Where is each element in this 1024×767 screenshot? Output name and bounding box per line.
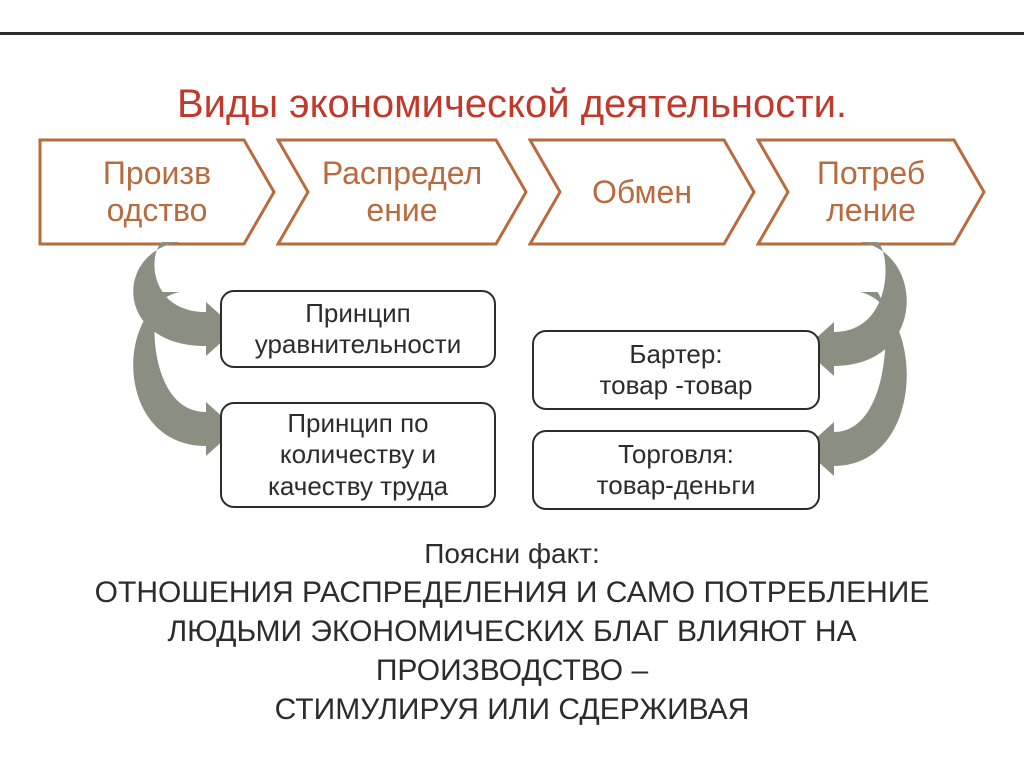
diagram-title: Виды экономической деятельности.: [0, 82, 1024, 127]
top-rule: [0, 32, 1024, 35]
chevron-3: Потребление: [756, 138, 986, 246]
box-trade: Торговля:товар-деньги: [532, 430, 820, 510]
box-label: Бартер:товар -товар: [600, 339, 753, 401]
chevron-label: Производство: [103, 155, 211, 229]
box-principle-equality: Принципуравнительности: [220, 290, 496, 368]
chevron-0: Производство: [38, 138, 276, 246]
fact-line-1: ОТНОШЕНИЯ РАСПРЕДЕЛЕНИЯ И САМО ПОТРЕБЛЕН…: [0, 574, 1024, 612]
fact-line-3: ПРОИЗВОДСТВО –: [0, 652, 1024, 690]
box-barter: Бартер:товар -товар: [532, 330, 820, 410]
chevron-label: Распределение: [322, 155, 482, 229]
arrow-right-lower: [802, 290, 932, 480]
chevron-1: Распределение: [276, 138, 528, 246]
chevron-2: Обмен: [528, 138, 756, 246]
box-label: Принципуравнительности: [255, 298, 462, 360]
box-label: Принцип поколичеству икачеству труда: [268, 408, 448, 502]
fact-line-4: СТИМУЛИРУЯ ИЛИ СДЕРЖИВАЯ: [0, 691, 1024, 729]
box-label: Торговля:товар-деньги: [597, 439, 756, 501]
chevron-label: Потребление: [817, 155, 925, 229]
chevron-label: Обмен: [592, 174, 692, 211]
chevron-row: Производство Распределение Обмен Потребл…: [38, 138, 986, 246]
box-principle-quantity-quality: Принцип поколичеству икачеству труда: [220, 402, 496, 508]
prompt-label: Поясни факт:: [0, 538, 1024, 570]
arrow-left-lower: [108, 290, 238, 460]
fact-line-2: ЛЮДЬМИ ЭКОНОМИЧЕСКИХ БЛАГ ВЛИЯЮТ НА: [0, 613, 1024, 651]
